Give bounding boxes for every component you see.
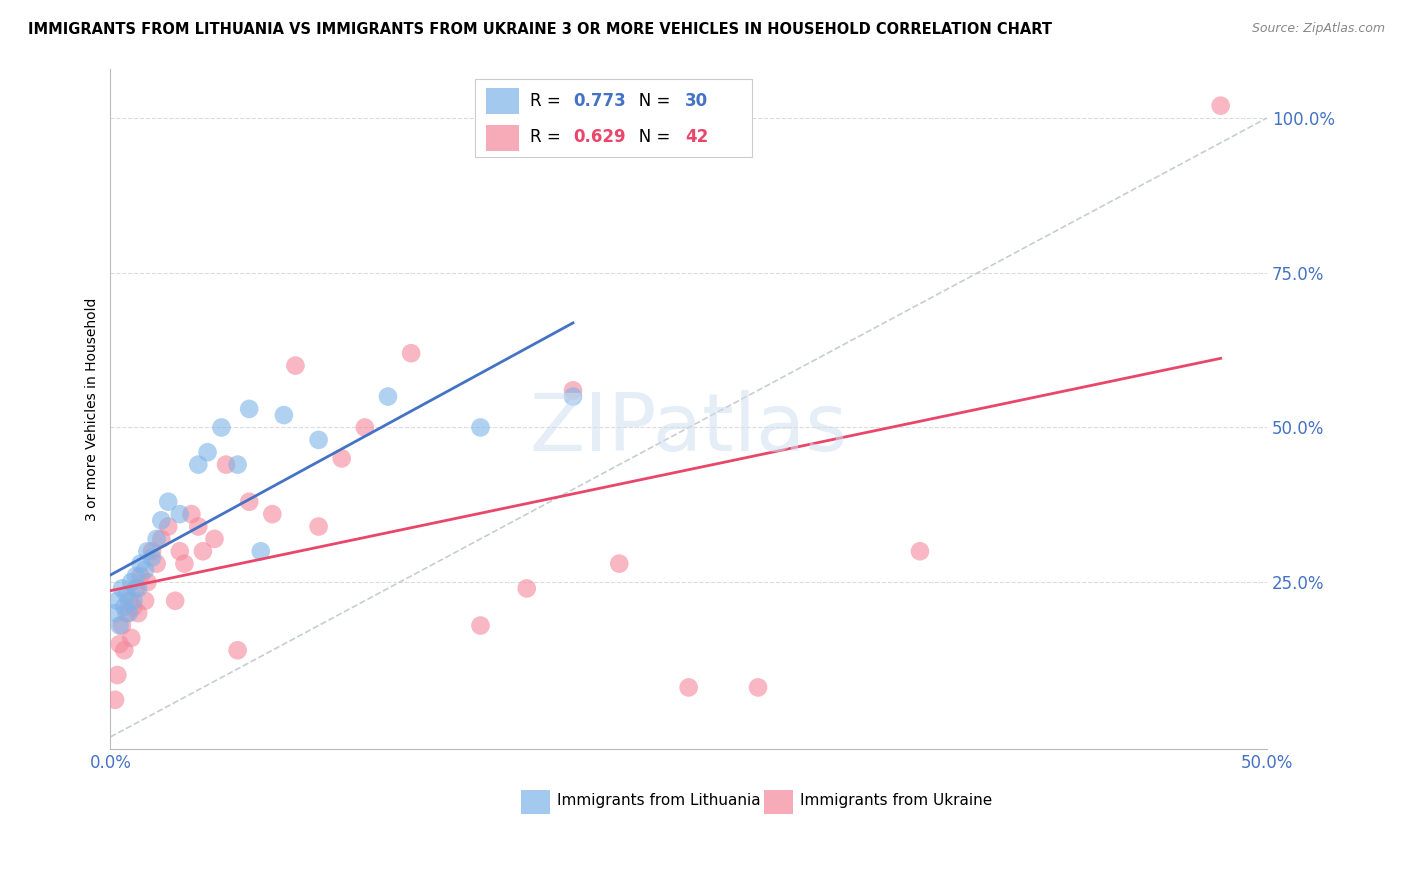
Point — [141, 544, 163, 558]
Point — [145, 557, 167, 571]
Point — [678, 681, 700, 695]
FancyBboxPatch shape — [486, 125, 519, 151]
Point — [134, 594, 156, 608]
Point — [273, 408, 295, 422]
Point — [173, 557, 195, 571]
Point — [516, 582, 538, 596]
Point — [141, 550, 163, 565]
Point — [127, 606, 149, 620]
Point — [187, 458, 209, 472]
Text: R =: R = — [530, 128, 567, 146]
FancyBboxPatch shape — [475, 78, 752, 157]
Point — [112, 599, 135, 614]
Point — [249, 544, 271, 558]
Point — [111, 582, 134, 596]
Text: 42: 42 — [685, 128, 709, 146]
Point — [115, 606, 138, 620]
Point — [747, 681, 769, 695]
Point — [105, 594, 128, 608]
Point — [238, 495, 260, 509]
Text: N =: N = — [623, 92, 675, 110]
Text: 0.629: 0.629 — [574, 128, 626, 146]
Point — [470, 420, 492, 434]
Point — [108, 618, 131, 632]
Point — [165, 594, 187, 608]
Point — [150, 532, 173, 546]
Point — [104, 606, 127, 620]
Point — [908, 544, 931, 558]
Point — [169, 507, 191, 521]
Point — [238, 401, 260, 416]
Text: Immigrants from Lithuania: Immigrants from Lithuania — [557, 793, 761, 808]
Text: 0.773: 0.773 — [574, 92, 626, 110]
Point — [108, 637, 131, 651]
Point — [150, 513, 173, 527]
Point — [118, 594, 141, 608]
Text: ZIPatlas: ZIPatlas — [530, 391, 848, 468]
Point — [284, 359, 307, 373]
Point — [129, 569, 152, 583]
Point — [226, 458, 249, 472]
Point — [209, 420, 232, 434]
Point — [169, 544, 191, 558]
Point — [377, 390, 399, 404]
Point — [308, 433, 330, 447]
Point — [127, 582, 149, 596]
Point — [180, 507, 202, 521]
Y-axis label: 3 or more Vehicles in Household: 3 or more Vehicles in Household — [86, 297, 100, 521]
Point — [120, 631, 142, 645]
Point — [129, 557, 152, 571]
Point — [104, 693, 127, 707]
Point — [112, 643, 135, 657]
Point — [145, 532, 167, 546]
Text: IMMIGRANTS FROM LITHUANIA VS IMMIGRANTS FROM UKRAINE 3 OR MORE VEHICLES IN HOUSE: IMMIGRANTS FROM LITHUANIA VS IMMIGRANTS … — [28, 22, 1052, 37]
Point — [157, 519, 180, 533]
Point — [399, 346, 422, 360]
Text: 30: 30 — [685, 92, 709, 110]
Point — [136, 575, 159, 590]
Point — [125, 569, 148, 583]
Point — [1209, 98, 1232, 112]
Point — [607, 557, 630, 571]
Point — [226, 643, 249, 657]
Point — [330, 451, 353, 466]
Point — [197, 445, 219, 459]
Point — [122, 599, 145, 614]
Point — [470, 618, 492, 632]
Point — [204, 532, 226, 546]
Point — [120, 575, 142, 590]
Text: R =: R = — [530, 92, 567, 110]
Point — [562, 390, 585, 404]
Point — [111, 618, 134, 632]
Text: Source: ZipAtlas.com: Source: ZipAtlas.com — [1251, 22, 1385, 36]
Point — [115, 588, 138, 602]
Point — [215, 458, 238, 472]
Point — [262, 507, 284, 521]
Point — [308, 519, 330, 533]
FancyBboxPatch shape — [763, 790, 793, 814]
Point — [118, 606, 141, 620]
FancyBboxPatch shape — [522, 790, 550, 814]
FancyBboxPatch shape — [486, 88, 519, 114]
Point — [134, 563, 156, 577]
Point — [191, 544, 214, 558]
Text: N =: N = — [623, 128, 675, 146]
Text: Immigrants from Ukraine: Immigrants from Ukraine — [800, 793, 991, 808]
Point — [187, 519, 209, 533]
Point — [125, 582, 148, 596]
Point — [105, 668, 128, 682]
Point — [136, 544, 159, 558]
Point — [353, 420, 375, 434]
Point — [122, 594, 145, 608]
Point — [157, 495, 180, 509]
Point — [562, 384, 585, 398]
